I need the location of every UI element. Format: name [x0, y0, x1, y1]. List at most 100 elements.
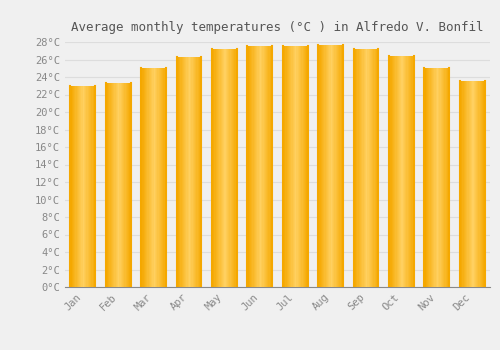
Bar: [472, 82, 474, 287]
Bar: [110, 83, 112, 287]
Bar: [72, 86, 73, 287]
Bar: [338, 44, 340, 287]
Bar: [192, 57, 194, 287]
Bar: [295, 46, 296, 287]
Bar: [183, 57, 184, 287]
Bar: [126, 83, 127, 287]
Bar: [394, 56, 396, 287]
Bar: [327, 44, 328, 287]
Bar: [364, 49, 365, 287]
Bar: [90, 86, 92, 287]
Bar: [161, 68, 162, 287]
Bar: [214, 49, 216, 287]
Bar: [255, 46, 256, 287]
Bar: [474, 82, 475, 287]
Bar: [178, 57, 179, 287]
Bar: [158, 68, 160, 287]
Bar: [122, 83, 123, 287]
Bar: [408, 56, 409, 287]
Bar: [328, 44, 330, 287]
Bar: [424, 68, 450, 287]
Bar: [228, 49, 230, 287]
Bar: [107, 83, 108, 287]
Bar: [476, 82, 477, 287]
Bar: [265, 46, 266, 287]
Bar: [258, 46, 260, 287]
Bar: [337, 44, 338, 287]
Bar: [120, 83, 122, 287]
Bar: [460, 82, 461, 287]
Bar: [185, 57, 186, 287]
Bar: [106, 83, 107, 287]
Bar: [267, 46, 268, 287]
Bar: [371, 49, 372, 287]
Bar: [324, 44, 326, 287]
Bar: [179, 57, 180, 287]
Bar: [442, 68, 443, 287]
Bar: [234, 49, 236, 287]
Bar: [222, 49, 223, 287]
Bar: [326, 44, 327, 287]
Bar: [106, 83, 130, 287]
Bar: [410, 56, 412, 287]
Bar: [233, 49, 234, 287]
Bar: [448, 68, 450, 287]
Bar: [74, 86, 76, 287]
Bar: [148, 68, 150, 287]
Bar: [226, 49, 227, 287]
Bar: [354, 49, 378, 287]
Bar: [368, 49, 370, 287]
Bar: [123, 83, 124, 287]
Bar: [462, 82, 464, 287]
Bar: [437, 68, 438, 287]
Bar: [436, 68, 437, 287]
Title: Average monthly temperatures (°C ) in Alfredo V. Bonfil: Average monthly temperatures (°C ) in Al…: [72, 21, 484, 34]
Bar: [232, 49, 233, 287]
Bar: [356, 49, 358, 287]
Bar: [108, 83, 110, 287]
Bar: [283, 46, 284, 287]
Bar: [299, 46, 300, 287]
Bar: [332, 44, 333, 287]
Bar: [376, 49, 377, 287]
Bar: [465, 82, 466, 287]
Bar: [434, 68, 436, 287]
Bar: [261, 46, 262, 287]
Bar: [478, 82, 480, 287]
Bar: [124, 83, 126, 287]
Bar: [78, 86, 79, 287]
Bar: [323, 44, 324, 287]
Bar: [76, 86, 78, 287]
Bar: [180, 57, 182, 287]
Bar: [294, 46, 295, 287]
Bar: [304, 46, 305, 287]
Bar: [88, 86, 89, 287]
Bar: [336, 44, 337, 287]
Bar: [330, 44, 332, 287]
Bar: [471, 82, 472, 287]
Bar: [318, 44, 343, 287]
Bar: [302, 46, 304, 287]
Bar: [424, 68, 426, 287]
Bar: [216, 49, 217, 287]
Bar: [433, 68, 434, 287]
Bar: [480, 82, 481, 287]
Bar: [230, 49, 232, 287]
Bar: [116, 83, 117, 287]
Bar: [396, 56, 398, 287]
Bar: [289, 46, 290, 287]
Bar: [286, 46, 288, 287]
Bar: [220, 49, 222, 287]
Bar: [300, 46, 302, 287]
Bar: [296, 46, 298, 287]
Bar: [426, 68, 427, 287]
Bar: [94, 86, 95, 287]
Bar: [117, 83, 118, 287]
Bar: [190, 57, 192, 287]
Bar: [322, 44, 323, 287]
Bar: [195, 57, 196, 287]
Bar: [354, 49, 355, 287]
Bar: [298, 46, 299, 287]
Bar: [374, 49, 376, 287]
Bar: [155, 68, 156, 287]
